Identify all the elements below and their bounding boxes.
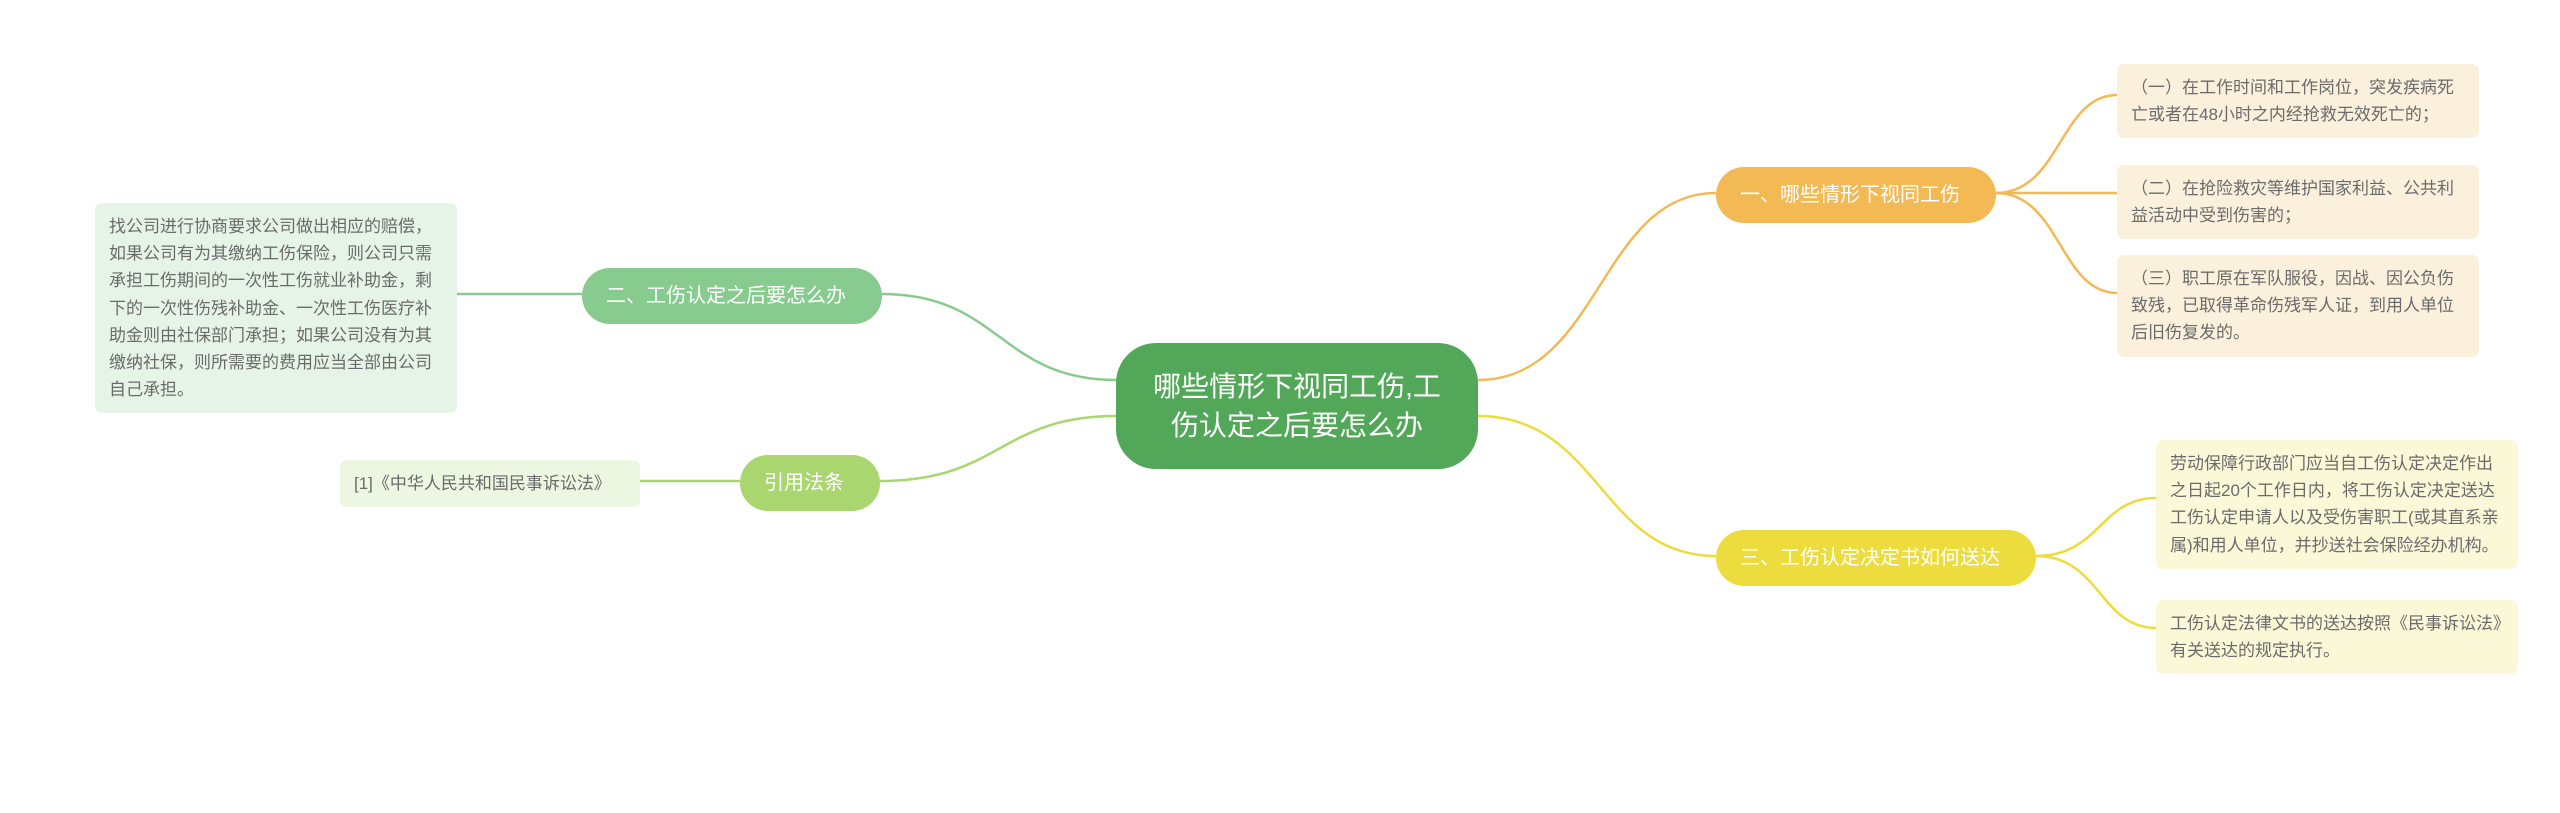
edge-b1-l1c — [1996, 193, 2117, 293]
edge-center-b3 — [880, 416, 1116, 481]
leaf-3a[interactable]: [1]《中华人民共和国民事诉讼法》 — [340, 460, 640, 507]
branch-2[interactable]: 二、工伤认定之后要怎么办 — [582, 268, 882, 324]
branch-1[interactable]: 一、哪些情形下视同工伤 — [1716, 167, 1996, 223]
branch-4[interactable]: 三、工伤认定决定书如何送达 — [1716, 530, 2036, 586]
leaf-4a[interactable]: 劳动保障行政部门应当自工伤认定决定作出之日起20个工作日内，将工伤认定决定送达工… — [2156, 440, 2518, 569]
center-node[interactable]: 哪些情形下视同工伤,工伤认定之后要怎么办 — [1116, 343, 1478, 469]
leaf-1a[interactable]: （一）在工作时间和工作岗位，突发疾病死亡或者在48小时之内经抢救无效死亡的； — [2117, 64, 2479, 138]
leaf-4b[interactable]: 工伤认定法律文书的送达按照《民事诉讼法》有关送达的规定执行。 — [2156, 600, 2518, 674]
edge-center-b1 — [1478, 193, 1716, 380]
leaf-2a[interactable]: 找公司进行协商要求公司做出相应的赔偿，如果公司有为其缴纳工伤保险，则公司只需承担… — [95, 203, 457, 413]
branch-3[interactable]: 引用法条 — [740, 455, 880, 511]
edge-center-b2 — [882, 294, 1116, 380]
leaf-1c[interactable]: （三）职工原在军队服役，因战、因公负伤致残，已取得革命伤残军人证，到用人单位后旧… — [2117, 255, 2479, 357]
leaf-1b[interactable]: （二）在抢险救灾等维护国家利益、公共利益活动中受到伤害的； — [2117, 165, 2479, 239]
edge-center-b4 — [1478, 416, 1716, 556]
edge-b1-l1a — [1996, 95, 2117, 193]
edge-b4-l4b — [2036, 556, 2156, 628]
edge-b4-l4a — [2036, 498, 2156, 556]
